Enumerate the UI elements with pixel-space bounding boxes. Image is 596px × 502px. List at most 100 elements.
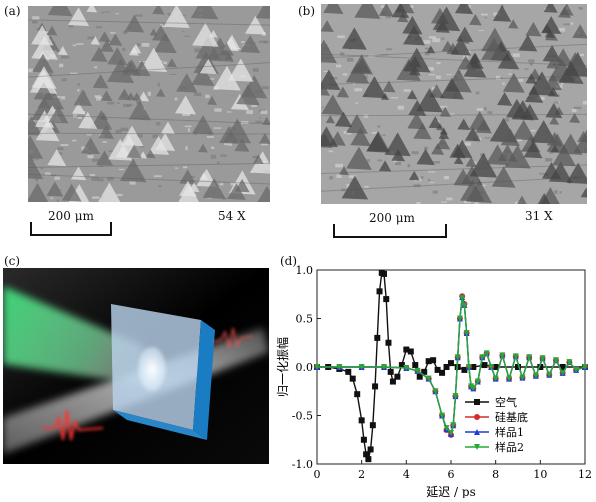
- etch-pit: [90, 36, 101, 45]
- data-point-3: [454, 354, 461, 361]
- grain: [429, 182, 434, 184]
- legend-marker: [474, 414, 480, 420]
- grain: [493, 12, 501, 16]
- grain: [474, 201, 480, 204]
- grain: [329, 176, 334, 180]
- beam-spot: [138, 347, 166, 391]
- grain: [107, 176, 114, 181]
- data-point-0: [443, 364, 450, 370]
- grain: [432, 161, 441, 164]
- etch-pit: [78, 111, 98, 130]
- grain: [363, 114, 369, 118]
- grain: [559, 191, 562, 194]
- grain: [211, 146, 215, 150]
- etch-pit: [28, 135, 44, 159]
- data-point-3: [519, 374, 526, 381]
- grain: [110, 32, 116, 34]
- grain: [139, 60, 148, 63]
- data-point-0: [381, 270, 387, 277]
- data-point-3: [456, 315, 463, 322]
- etch-pit: [407, 112, 427, 130]
- grain: [224, 142, 230, 146]
- etch-pit: [90, 110, 113, 130]
- grain: [432, 38, 440, 43]
- grain: [152, 134, 159, 139]
- grain: [524, 68, 529, 70]
- y-tick-label: -0.5: [292, 410, 313, 423]
- grain: [141, 42, 150, 47]
- etch-pit: [152, 6, 165, 15]
- grain: [420, 176, 424, 179]
- scale-bar-b-right-tick: [445, 224, 447, 238]
- grain: [260, 110, 268, 114]
- grain: [504, 118, 510, 122]
- etch-pit: [550, 144, 560, 153]
- grain: [516, 137, 523, 142]
- etch-pit: [380, 92, 390, 100]
- etch-pit: [61, 183, 82, 202]
- thz-setup-svg: [3, 268, 269, 464]
- grain: [98, 165, 104, 167]
- etch-pit: [128, 46, 139, 56]
- grain: [484, 137, 491, 139]
- etch-pit: [500, 128, 521, 147]
- grain: [423, 40, 431, 44]
- data-point-0: [385, 339, 392, 346]
- etch-pit: [166, 58, 178, 68]
- grain: [571, 108, 577, 113]
- grain: [528, 59, 535, 63]
- grain: [390, 97, 399, 99]
- grain: [251, 104, 257, 107]
- etch-pit: [132, 92, 142, 102]
- grain: [348, 175, 356, 179]
- etch-pit: [580, 187, 587, 198]
- etch-pit: [558, 61, 584, 84]
- etch-pit: [117, 88, 132, 101]
- grain: [258, 117, 262, 119]
- grain: [476, 108, 484, 111]
- etch-pit: [426, 45, 436, 54]
- grain: [60, 144, 69, 146]
- etch-pit: [31, 66, 57, 89]
- grain: [97, 178, 104, 182]
- scratch-line: [28, 19, 270, 26]
- grain: [86, 134, 92, 136]
- grain: [560, 82, 564, 85]
- grain: [54, 176, 60, 180]
- etch-pit: [468, 110, 491, 131]
- etch-pit: [572, 24, 587, 39]
- data-point-0: [349, 375, 356, 382]
- y-tick-label: -1.0: [292, 458, 313, 471]
- scale-bar-b-text: 200 μm: [369, 211, 415, 225]
- grain: [321, 106, 324, 109]
- etch-pit: [199, 172, 209, 180]
- grain: [56, 50, 62, 53]
- grain: [157, 82, 160, 87]
- etch-pit: [497, 92, 513, 106]
- etch-pit: [126, 144, 142, 159]
- grain: [122, 30, 128, 34]
- grain: [495, 75, 501, 80]
- etch-pit: [257, 185, 270, 202]
- grain: [183, 166, 188, 169]
- grain: [102, 141, 107, 143]
- data-point-0: [389, 378, 396, 385]
- data-point-0: [383, 296, 390, 303]
- etch-pit: [541, 162, 562, 180]
- etch-pit: [341, 27, 367, 50]
- etch-pit: [553, 48, 574, 67]
- micrograph-b-texture: [321, 4, 587, 204]
- grain: [450, 113, 455, 115]
- etch-pit: [346, 146, 372, 170]
- etch-pit: [234, 178, 250, 193]
- data-point-3: [414, 367, 421, 374]
- x-tick-label: 12: [578, 468, 592, 481]
- grain: [28, 68, 33, 73]
- etch-pit: [497, 50, 520, 70]
- data-point-0: [430, 357, 437, 364]
- data-point-3: [314, 364, 320, 370]
- grain: [432, 190, 438, 194]
- etch-pit: [321, 82, 331, 96]
- grain: [346, 183, 351, 188]
- grain: [252, 68, 259, 72]
